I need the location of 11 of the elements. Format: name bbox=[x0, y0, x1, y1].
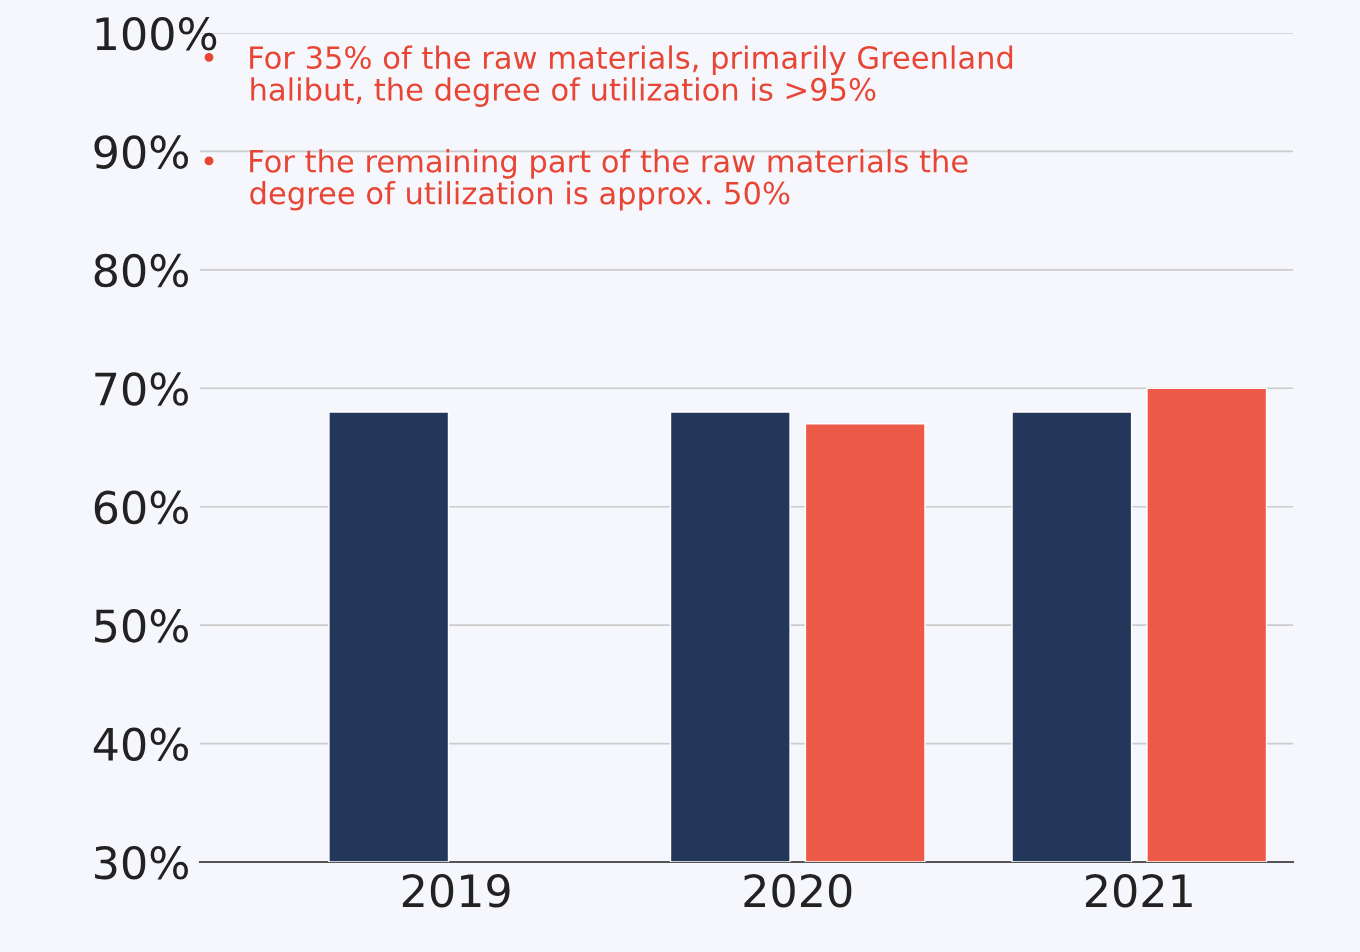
y-tick-label: 80% bbox=[94, 253, 188, 288]
y-tick-label: 50% bbox=[95, 609, 188, 643]
y-tick-label: 60% bbox=[94, 490, 188, 525]
x-tick-label: 2021 bbox=[1086, 873, 1192, 908]
y-tick-label: 70% bbox=[95, 372, 188, 406]
x-tick-label: 2020 bbox=[744, 873, 852, 908]
annotation: • For the remaining part of the raw materials the degree of utilization is approx. 50% bbox=[204, 149, 968, 211]
y-tick-label: 90% bbox=[94, 135, 188, 169]
y-tick-label: 30% bbox=[95, 845, 188, 880]
x-tick-label: 2019 bbox=[402, 873, 510, 908]
y-tick-label: 40% bbox=[93, 727, 188, 762]
